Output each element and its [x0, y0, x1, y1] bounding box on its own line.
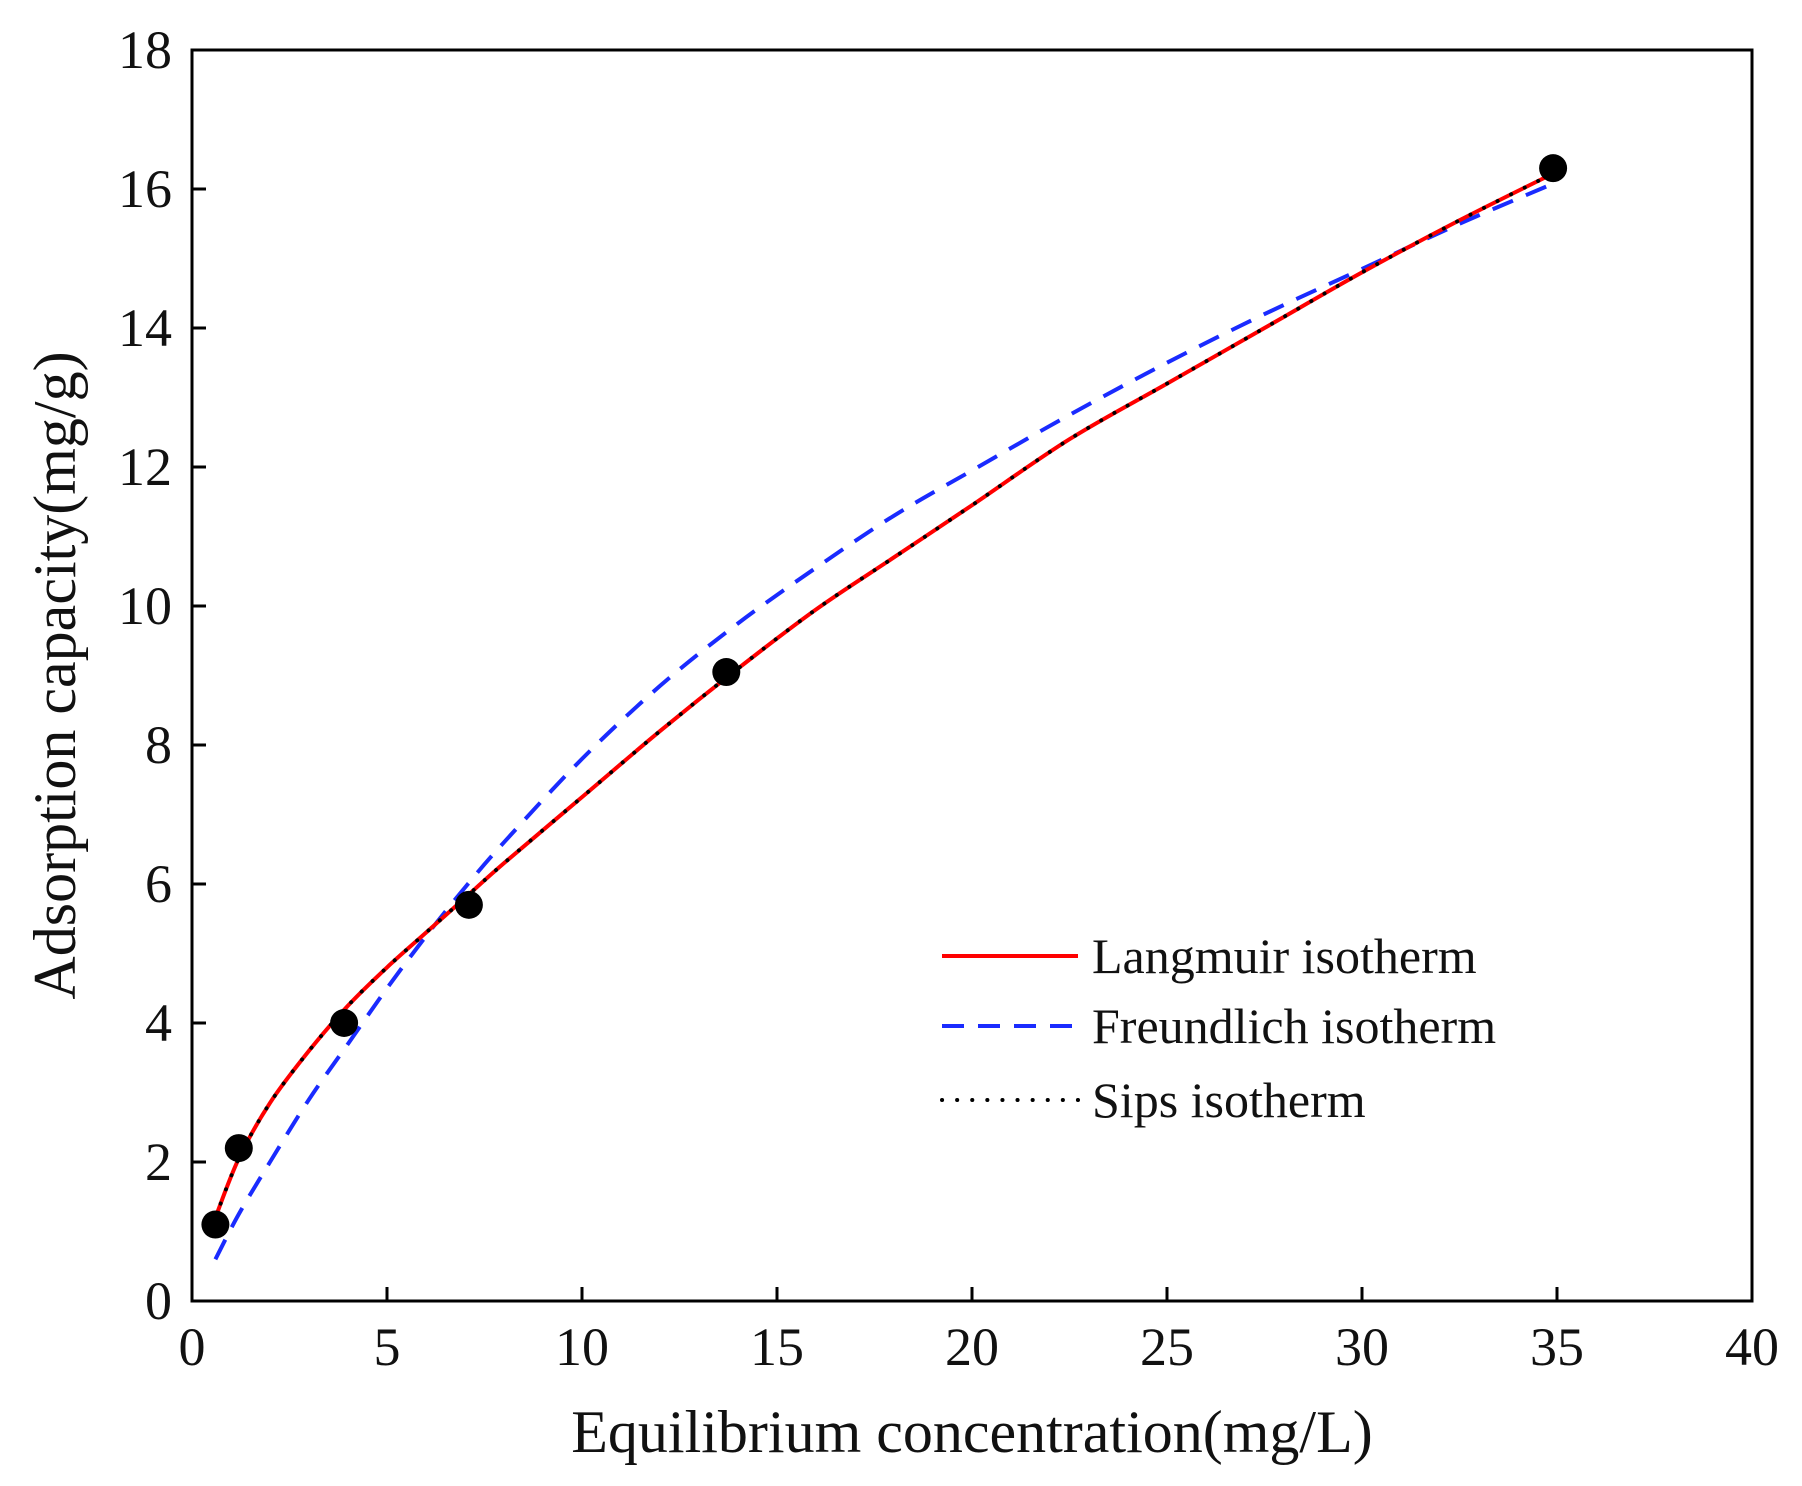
x-tick-label: 10	[555, 1317, 609, 1377]
x-tick-label: 20	[945, 1317, 999, 1377]
y-tick-label: 18	[118, 20, 172, 80]
y-tick-label: 0	[145, 1271, 172, 1331]
y-axis-title: Adsorption capacity(mg/g)	[22, 351, 88, 999]
x-tick-label: 5	[374, 1317, 401, 1377]
legend-label-sips-isotherm: Sips isotherm	[1092, 1072, 1366, 1128]
series-line-langmuir-isotherm	[213, 169, 1558, 1219]
y-tick-label: 6	[145, 854, 172, 914]
y-tick-label: 8	[145, 715, 172, 775]
x-tick-label: 15	[750, 1317, 804, 1377]
legend-label-langmuir-isotherm: Langmuir isotherm	[1092, 928, 1477, 984]
plot-frame	[190, 48, 1754, 1303]
y-tick-label: 10	[118, 576, 172, 636]
y-tick-label: 12	[118, 437, 172, 497]
data-point	[201, 1210, 230, 1239]
data-point	[454, 890, 483, 919]
x-tick-label: 25	[1140, 1317, 1194, 1377]
x-tick-label: 0	[179, 1317, 206, 1377]
plot-area	[201, 154, 1568, 1261]
series-line-sips-isotherm	[213, 169, 1559, 1220]
data-point	[1539, 154, 1568, 183]
legend: Langmuir isotherm Freundlich isotherm Sips…	[940, 928, 1496, 1128]
x-tick-label: 40	[1725, 1317, 1779, 1377]
y-tick-label: 2	[145, 1132, 172, 1192]
legend-label-freundlich-isotherm: Freundlich isotherm	[1092, 998, 1496, 1054]
x-axis-title: Equilibrium concentration(mg/L)	[571, 1399, 1372, 1465]
data-point	[224, 1134, 253, 1163]
y-tick-label: 14	[118, 298, 172, 358]
x-tick-label: 30	[1335, 1317, 1389, 1377]
x-tick-label: 35	[1530, 1317, 1584, 1377]
series-line-freundlich-isotherm	[213, 180, 1558, 1261]
data-point	[330, 1009, 359, 1037]
y-tick-label: 4	[145, 993, 172, 1053]
axes: 0 5 10 15 20 25 30 35 40 0 2 4 6 8 10 12 14 16 18 Equilibri…	[22, 20, 1779, 1465]
y-tick-label: 16	[118, 159, 172, 219]
data-point	[712, 658, 741, 687]
